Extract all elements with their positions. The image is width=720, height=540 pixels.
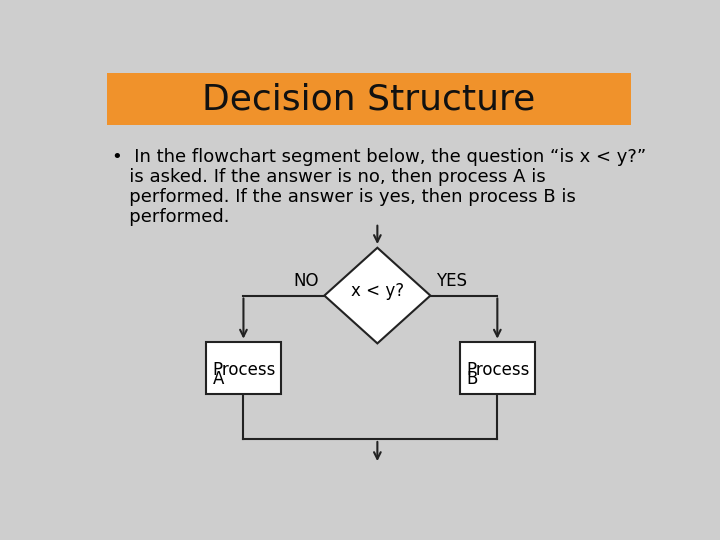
Text: Process: Process	[467, 361, 530, 379]
Polygon shape	[324, 248, 431, 343]
Text: is asked. If the answer is no, then process A is: is asked. If the answer is no, then proc…	[112, 168, 546, 186]
Text: performed. If the answer is yes, then process B is: performed. If the answer is yes, then pr…	[112, 188, 576, 206]
Text: A: A	[212, 370, 224, 388]
Text: Process: Process	[212, 361, 276, 379]
FancyBboxPatch shape	[206, 342, 281, 394]
Text: performed.: performed.	[112, 208, 230, 226]
Text: YES: YES	[436, 272, 467, 290]
Text: •  In the flowchart segment below, the question “is x < y?”: • In the flowchart segment below, the qu…	[112, 148, 647, 166]
FancyBboxPatch shape	[107, 73, 631, 125]
FancyBboxPatch shape	[459, 342, 535, 394]
Text: Decision Structure: Decision Structure	[202, 82, 536, 116]
Text: x < y?: x < y?	[351, 282, 404, 300]
Text: B: B	[467, 370, 478, 388]
Text: NO: NO	[293, 272, 319, 290]
